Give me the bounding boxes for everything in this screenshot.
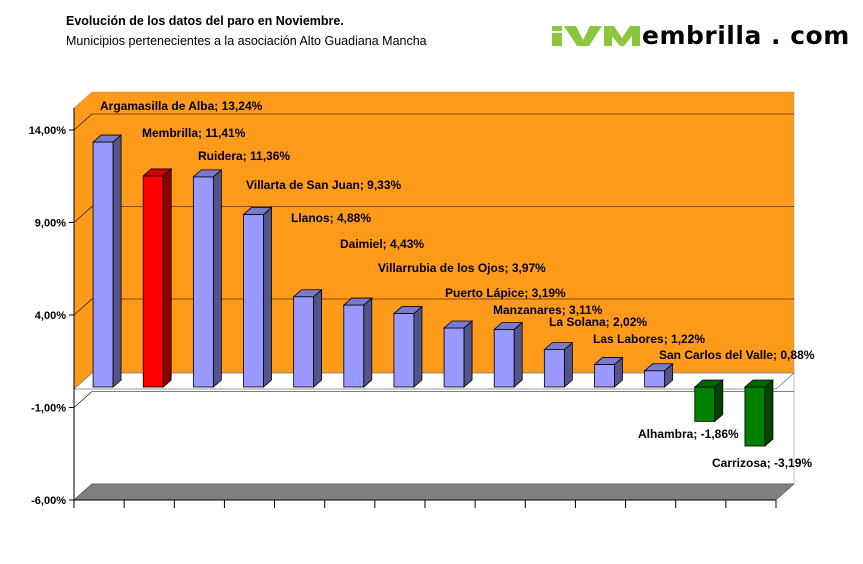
bar (343, 304, 365, 388)
data-label: Carrizosa; -3,19% (712, 456, 812, 470)
bar (443, 327, 465, 388)
bar-top (493, 322, 524, 330)
bar (192, 176, 214, 388)
logo-text: embrilla . com (642, 21, 850, 50)
bar-side (513, 321, 523, 388)
bar-top (92, 134, 123, 143)
gridline-side (73, 298, 93, 316)
bar (744, 386, 766, 447)
y-tick-label: 4,00% (35, 310, 66, 322)
y-tick-label: 14,00% (29, 125, 67, 137)
bar (142, 175, 164, 388)
data-label: Manzanares; 3,11% (493, 303, 603, 317)
bar-side (563, 341, 573, 388)
bar-top (693, 379, 724, 388)
bar (393, 313, 415, 388)
gridline-side (73, 206, 93, 223)
bar-side (313, 288, 323, 388)
data-label: Villarta de San Juan; 9,33% (246, 178, 402, 192)
data-label: Llanos; 4,88% (291, 211, 371, 225)
bar-side (112, 134, 122, 388)
zero-plane (72, 372, 796, 390)
data-label: Puerto Lápice; 3,19% (445, 286, 566, 300)
data-label: Las Labores; 1,22% (593, 332, 705, 346)
chart-title: Evolución de los datos del paro en Novie… (66, 14, 344, 28)
bar-side (463, 320, 473, 388)
bar (92, 141, 114, 388)
bar-side (212, 168, 222, 388)
bar-top (242, 206, 273, 215)
bar-top (142, 168, 173, 177)
bar (644, 370, 666, 388)
bar-top (392, 306, 423, 314)
bar-top (292, 289, 323, 298)
gridline-side (73, 391, 93, 408)
bar (694, 386, 716, 422)
bar-top (443, 320, 474, 329)
bar-top (342, 297, 373, 306)
bar-top (593, 357, 624, 365)
bar-side (263, 206, 272, 388)
bar (493, 329, 515, 388)
y-tick-label: -1,00% (31, 403, 66, 415)
data-label: La Solana; 2,02% (549, 315, 647, 329)
bar-top (192, 169, 223, 178)
bar-side (413, 305, 423, 388)
site-logo[interactable]: embrilla . com (552, 22, 850, 50)
bar (594, 364, 615, 388)
data-label: Ruidera; 11,36% (198, 149, 290, 163)
gridline-side (73, 113, 93, 131)
y-tick-label: 9,00% (35, 218, 66, 230)
bar-top (643, 363, 674, 372)
data-label: Argamasilla de Alba; 13,24% (100, 99, 263, 113)
logo-mark-icon (552, 26, 640, 46)
data-label: Membrilla; 11,41% (142, 126, 246, 140)
chart-subtitle: Municipios pertenecientes a la asociació… (66, 34, 427, 48)
y-tick-label: -6,00% (31, 495, 66, 507)
bar-side (363, 297, 373, 388)
data-label: Alhambra; -1,86% (638, 427, 739, 441)
bar-top (543, 342, 574, 351)
bar (543, 349, 565, 388)
data-label: Villarrubia de los Ojos; 3,97% (378, 261, 546, 275)
bar-side (162, 168, 172, 388)
bar-side (764, 379, 774, 447)
data-label: Daimiel; 4,43% (340, 237, 424, 251)
bar (293, 296, 315, 388)
bar (243, 213, 264, 388)
bar-top (743, 379, 774, 388)
floor (73, 483, 795, 501)
data-label: San Carlos del Valle; 0,88% (659, 348, 815, 362)
